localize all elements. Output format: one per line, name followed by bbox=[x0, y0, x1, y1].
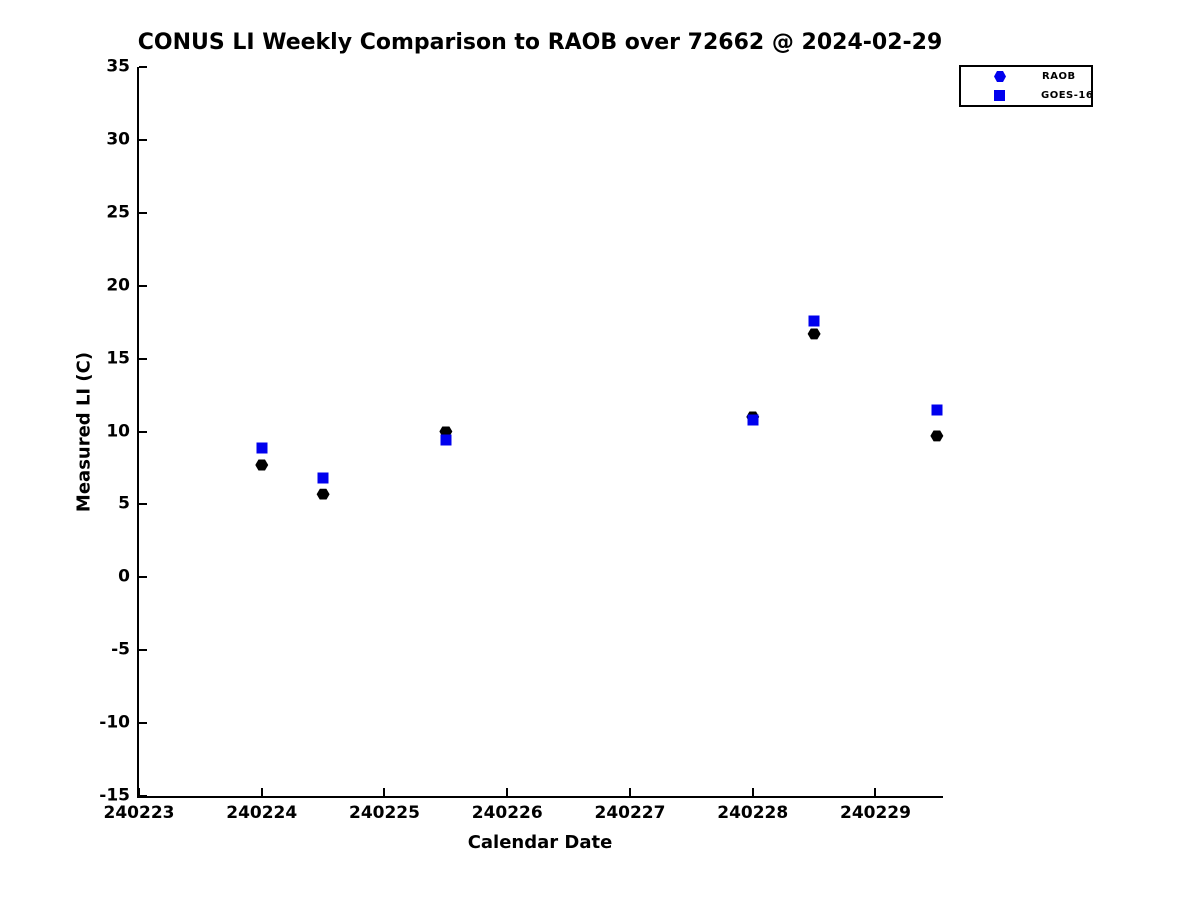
x-tick-label: 240223 bbox=[103, 803, 175, 823]
hexagon-marker-icon bbox=[994, 71, 1006, 82]
y-tick-mark bbox=[139, 503, 147, 506]
x-tick-mark bbox=[260, 788, 263, 796]
x-tick-label: 240225 bbox=[348, 803, 420, 823]
x-tick-label: 240227 bbox=[594, 803, 666, 823]
x-tick-mark bbox=[138, 788, 140, 796]
y-tick-mark bbox=[139, 138, 147, 141]
x-tick-mark bbox=[628, 788, 631, 796]
y-tick-mark bbox=[139, 284, 147, 287]
x-tick-label: 240224 bbox=[226, 803, 298, 823]
data-point-raob bbox=[439, 426, 453, 437]
x-tick-mark bbox=[506, 788, 509, 796]
data-point-goes-16 bbox=[440, 434, 452, 446]
y-tick-mark bbox=[139, 66, 147, 68]
y-tick-mark bbox=[139, 722, 147, 725]
data-point-raob bbox=[255, 459, 269, 471]
x-axis-label: Calendar Date bbox=[467, 832, 613, 853]
data-point-raob bbox=[807, 328, 821, 340]
x-tick-mark bbox=[874, 788, 877, 796]
x-tick-label: 240226 bbox=[471, 803, 543, 823]
y-axis-label: Measured LI (C) bbox=[73, 351, 95, 513]
y-tick-label: 25 bbox=[106, 202, 130, 223]
x-tick-mark bbox=[383, 788, 386, 796]
data-point-raob bbox=[930, 430, 944, 442]
chart-title: CONUS LI Weekly Comparison to RAOB over … bbox=[137, 30, 943, 55]
y-tick-label: 0 bbox=[118, 566, 130, 587]
y-tick-label: 15 bbox=[106, 348, 130, 369]
legend-item-goes-16: GOES-16 bbox=[961, 86, 1094, 105]
y-tick-label: 30 bbox=[106, 129, 130, 150]
data-point-raob bbox=[316, 488, 330, 500]
y-tick-mark bbox=[139, 357, 147, 360]
y-tick-mark bbox=[139, 430, 147, 433]
plot-area: 35 30 25 20 15 10 5 0 -5 -10 -15 240223 240224 240225… bbox=[99, 58, 944, 822]
y-tick-label: 5 bbox=[118, 493, 130, 514]
data-point-goes-16 bbox=[931, 404, 943, 416]
y-tick-label: -5 bbox=[111, 639, 130, 660]
y-tick-label: -10 bbox=[99, 712, 130, 733]
data-point-goes-16 bbox=[317, 472, 329, 484]
x-tick-label: 240229 bbox=[839, 803, 911, 823]
legend-label: RAOB bbox=[1042, 71, 1076, 82]
y-tick-mark bbox=[139, 211, 147, 214]
x-tick-label: 240228 bbox=[717, 803, 789, 823]
data-point-goes-16 bbox=[747, 414, 759, 426]
data-point-goes-16 bbox=[808, 315, 820, 327]
legend-item-raob: RAOB bbox=[961, 67, 1091, 86]
square-marker-icon bbox=[994, 90, 1005, 101]
y-tick-mark bbox=[139, 576, 147, 579]
y-tick-label: 10 bbox=[106, 421, 130, 441]
y-tick-label: 20 bbox=[106, 275, 130, 296]
y-tick-mark bbox=[139, 795, 147, 797]
legend: RAOB GOES-16 bbox=[959, 65, 1093, 107]
legend-label: GOES-16 bbox=[1041, 90, 1094, 101]
y-tick-mark bbox=[139, 649, 147, 652]
y-tick-label: 35 bbox=[106, 56, 130, 77]
data-point-goes-16 bbox=[256, 442, 268, 454]
x-tick-mark bbox=[751, 788, 754, 796]
y-tick-label: -15 bbox=[99, 785, 130, 806]
